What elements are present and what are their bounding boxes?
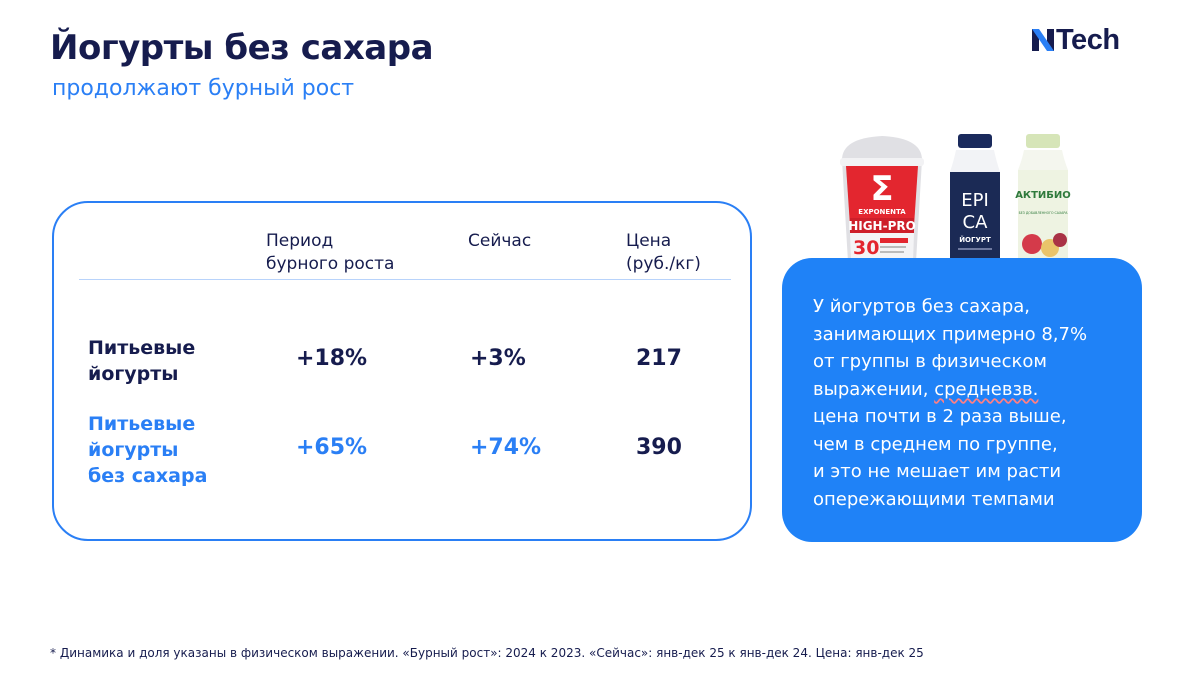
exponenta-number: 30 [853,237,879,259]
footnote: * Динамика и доля указаны в физическом в… [50,646,924,660]
row1-now-growth: +3% [470,346,526,371]
info-line: и это не мешает им расти [813,461,1062,482]
row1-price: 217 [636,346,682,371]
product-exponenta: Σ EXPONENTA HIGH-PRO 30 [840,136,924,262]
exponenta-brand-text: EXPONENTA [858,208,906,216]
epica-brand-line2: CA [963,212,989,233]
page-title: Йогурты без сахара [50,28,434,68]
ntech-logo: Tech [1032,24,1142,56]
info-line: занимающих примерно 8,7% [813,323,1088,345]
info-card: У йогуртов без сахара, занимающих пример… [782,258,1142,542]
svg-text:Σ: Σ [870,169,893,209]
n-logo-icon [1032,29,1054,51]
column-header-now: Сейчас [468,231,532,251]
info-line: У йогуртов без сахара, [813,296,1031,317]
row2-period-growth: +65% [296,435,368,460]
row-label-sugar-free-yogurts: Питьевые йогурты без сахара [88,413,208,487]
info-line: опережающими темпами [813,488,1055,510]
info-line: от группы в физическом [813,351,1047,372]
epica-brand-line1: EPI [961,190,989,211]
aktibio-tag-text: БЕЗ ДОБАВЛЕННОГО САХАРА [1019,211,1069,215]
info-line: чем в среднем по группе, [813,433,1058,455]
comparison-table: Период бурного роста Сейчас Цена (руб./к… [52,201,752,541]
aktibio-brand-text: АКТИБИО [1015,190,1071,201]
column-header-price: Цена (руб./кг) [626,231,701,274]
row2-price: 390 [636,435,682,460]
product-epica: EPI CA ЙОГУРТ [950,134,1000,262]
product-images: Σ EXPONENTA HIGH-PRO 30 EPI CA ЙОГУРТ АК… [840,134,1071,262]
row-label-drinking-yogurts: Питьевые йогурты [88,337,196,385]
logo-text: Tech [1056,24,1120,56]
info-line: цена почти в 2 раза выше, [813,406,1067,427]
header-divider [79,279,731,280]
epica-type-text: ЙОГУРТ [959,235,991,244]
spellcheck-underlined-word: средневзв. [934,378,1039,400]
row2-now-growth: +74% [470,435,542,460]
info-line: выражении, средневзв. [813,378,1039,400]
row1-period-growth: +18% [296,346,368,371]
exponenta-line-text: HIGH-PRO [848,219,916,233]
column-header-period: Период бурного роста [266,231,395,274]
page-subtitle: продолжают бурный рост [52,76,355,101]
product-aktibio: АКТИБИО БЕЗ ДОБАВЛЕННОГО САХАРА [1015,134,1071,262]
